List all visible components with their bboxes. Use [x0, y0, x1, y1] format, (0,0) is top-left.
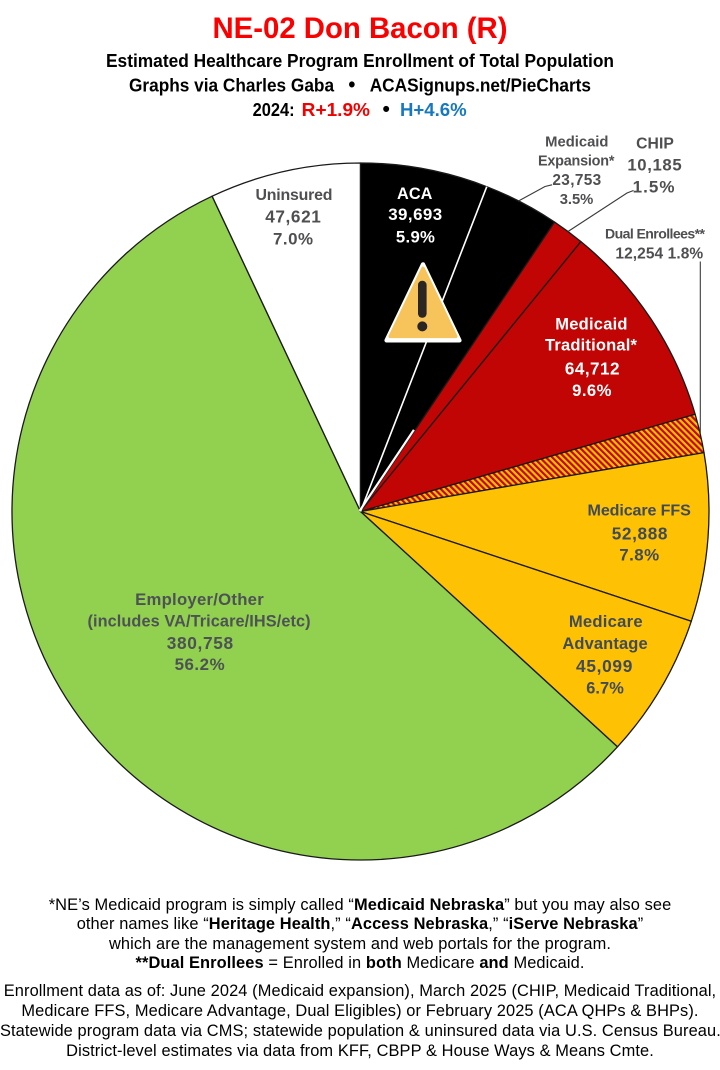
svg-text:Dual Enrollees**: Dual Enrollees** — [605, 226, 706, 242]
svg-text:R+1.9%: R+1.9% — [302, 99, 371, 120]
svg-text:Medicaid: Medicaid — [545, 135, 608, 151]
svg-text:•: • — [383, 98, 390, 121]
svg-text:Advantage: Advantage — [562, 635, 647, 653]
svg-text:Medicaid: Medicaid — [555, 316, 627, 334]
svg-text:23,753: 23,753 — [552, 172, 601, 189]
svg-text:2024:: 2024: — [253, 99, 295, 120]
svg-text:H+4.6%: H+4.6% — [400, 99, 467, 120]
svg-text:Traditional*: Traditional* — [545, 337, 637, 355]
svg-text:39,693: 39,693 — [388, 205, 442, 224]
svg-text:(includes VA/Tricare/IHS/etc): (includes VA/Tricare/IHS/etc) — [87, 612, 310, 630]
svg-text:5.9%: 5.9% — [396, 227, 435, 246]
svg-text:380,758: 380,758 — [167, 633, 234, 653]
svg-text:Graphs via Charles Gaba •: Graphs via Charles Gaba • ACASignups.net… — [129, 74, 591, 97]
svg-text:9.6%: 9.6% — [572, 381, 611, 400]
svg-text:7.8%: 7.8% — [619, 546, 659, 565]
svg-text:NE-02 Don Bacon (R): NE-02 Don Bacon (R) — [213, 13, 508, 45]
svg-text:64,712: 64,712 — [565, 360, 620, 379]
svg-text:7.0%: 7.0% — [273, 229, 313, 248]
svg-text:Estimated Healthcare Program E: Estimated Healthcare Program Enrollment … — [106, 51, 614, 71]
svg-text:Employer/Other: Employer/Other — [135, 590, 264, 609]
svg-text:ACA: ACA — [397, 185, 433, 203]
svg-text:1.5%: 1.5% — [633, 178, 675, 197]
svg-text:3.5%: 3.5% — [560, 192, 594, 208]
svg-text:Medicare FFS: Medicare FFS — [588, 502, 692, 520]
svg-text:CHIP: CHIP — [636, 135, 674, 152]
svg-text:56.2%: 56.2% — [175, 655, 225, 674]
svg-text:Expansion*: Expansion* — [538, 154, 615, 170]
svg-text:45,099: 45,099 — [576, 656, 632, 676]
svg-text:10,185: 10,185 — [627, 156, 681, 175]
svg-text:Medicare: Medicare — [569, 612, 643, 631]
svg-text:Uninsured: Uninsured — [256, 187, 333, 204]
svg-text:12,254 1.8%: 12,254 1.8% — [615, 245, 703, 262]
svg-text:47,621: 47,621 — [265, 207, 321, 227]
svg-text:6.7%: 6.7% — [586, 680, 624, 698]
svg-text:52,888: 52,888 — [612, 524, 668, 544]
